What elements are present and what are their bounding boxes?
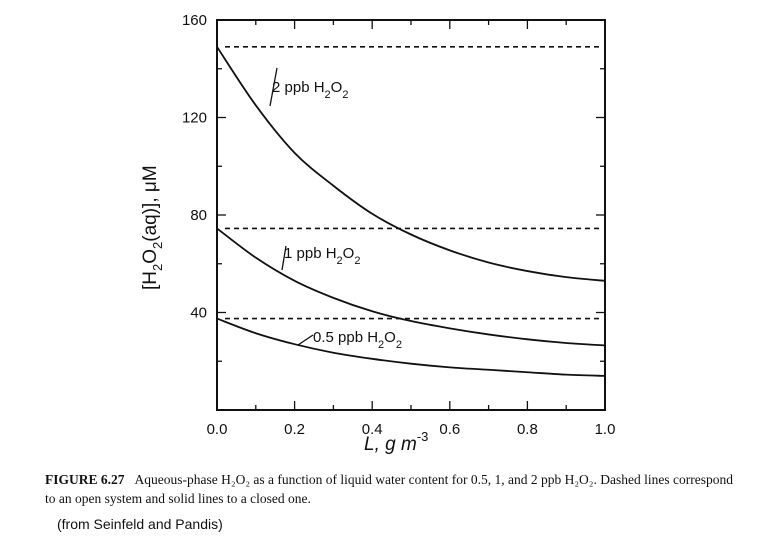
y-tick-label: 160	[182, 12, 207, 29]
source-note: (from Seinfeld and Pandis)	[57, 516, 223, 532]
closed-system-curves	[216, 46, 606, 377]
figure-caption: FIGURE 6.27 Aqueous-phase H₂O₂ as a funct…	[45, 470, 745, 508]
tick-labels: 0.0 0.2 0.4 0.6 0.8 1.0 40 80 120 160	[182, 12, 615, 438]
x-tick-label: 0.0	[207, 421, 228, 438]
y-tick-label: 120	[182, 110, 207, 127]
x-tick-label: 0.4	[362, 421, 383, 438]
y-axis-title: [H2O2(aq)], μM	[140, 165, 165, 290]
x-tick-label: 0.8	[517, 421, 538, 438]
y-tick-label: 80	[190, 207, 207, 224]
figure-caption-text: Aqueous-phase H₂O₂ as a function of liqu…	[45, 472, 733, 506]
closed-system-curve-0	[216, 46, 606, 282]
x-tick-label: 0.6	[439, 421, 460, 438]
x-tick-label: 1.0	[595, 421, 616, 438]
closed-system-curve-1	[216, 227, 606, 347]
curve-label-2ppb: 2 ppb H2O2	[272, 79, 348, 101]
y-tick-label: 40	[190, 305, 207, 322]
figure-label: FIGURE 6.27	[45, 472, 125, 487]
closed-system-curve-2	[216, 317, 606, 377]
curve-label-1ppb: 1 ppb H2O2	[284, 245, 360, 267]
label-leader-0-5ppb	[297, 334, 314, 346]
x-axis-title: L, g m-3	[364, 429, 428, 455]
curve-label-0-5ppb: 0.5 ppb H2O2	[313, 329, 402, 351]
label-leader-1ppb	[281, 245, 287, 271]
open-system-lines	[225, 46, 603, 320]
x-tick-label: 0.2	[284, 421, 305, 438]
label-leader-2ppb	[269, 67, 278, 107]
ticks	[216, 19, 606, 411]
